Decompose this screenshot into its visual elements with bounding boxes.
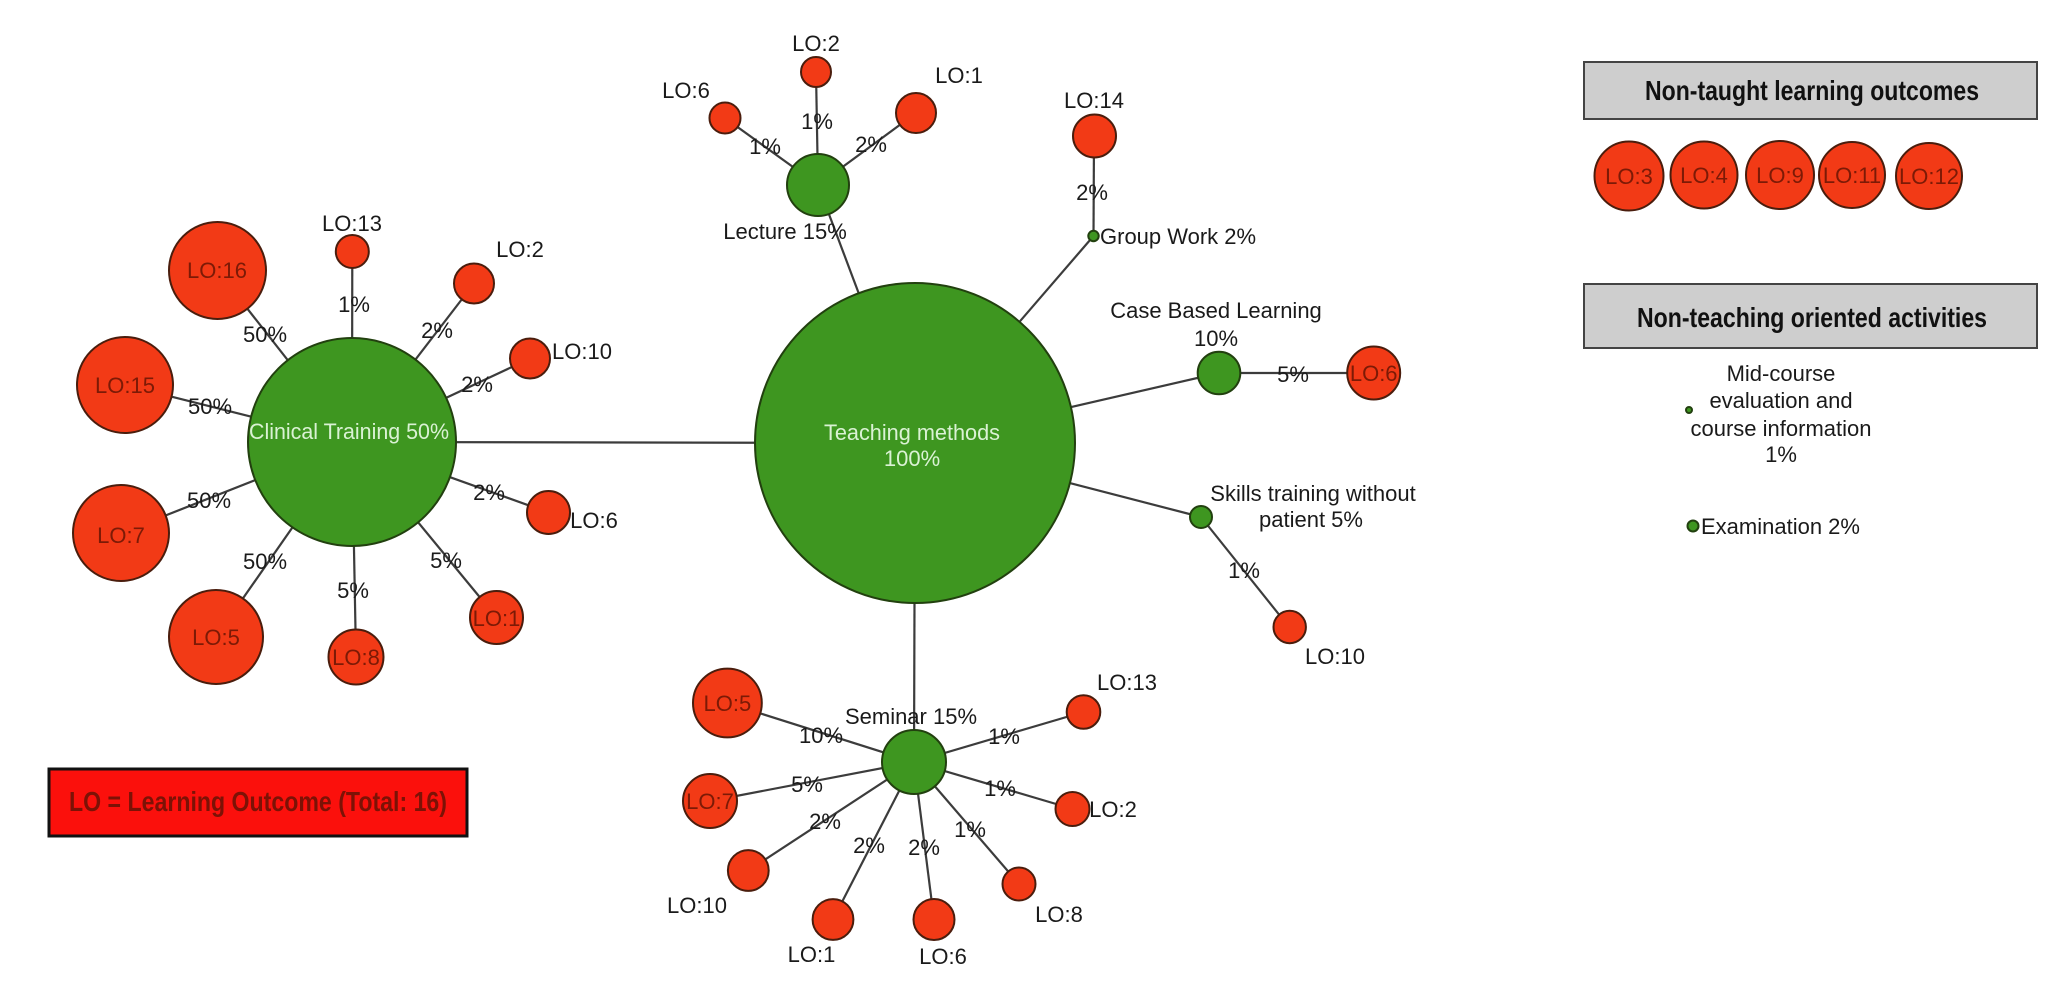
svg-text:patient 5%: patient 5% [1259,507,1363,532]
svg-text:LO:7: LO:7 [97,523,145,548]
svg-text:2%: 2% [473,480,505,505]
svg-text:LO = Learning Outcome (Total:: LO = Learning Outcome (Total: 16) [69,786,447,817]
svg-text:LO:13: LO:13 [1097,670,1157,695]
svg-text:LO:10: LO:10 [667,893,727,918]
svg-text:1%: 1% [954,817,986,842]
svg-text:2%: 2% [809,809,841,834]
svg-text:5%: 5% [1277,362,1309,387]
svg-text:100%: 100% [884,446,940,471]
svg-text:LO:5: LO:5 [704,691,752,716]
svg-text:Group Work 2%: Group Work 2% [1100,224,1256,249]
svg-text:Case Based Learning: Case Based Learning [1110,298,1322,323]
svg-text:LO:1: LO:1 [473,606,521,631]
svg-text:LO:6: LO:6 [919,944,967,969]
svg-text:50%: 50% [243,549,287,574]
svg-text:LO:4: LO:4 [1680,163,1728,188]
svg-text:LO:13: LO:13 [322,211,382,236]
svg-text:LO:6: LO:6 [662,78,710,103]
svg-text:50%: 50% [187,488,231,513]
svg-text:1%: 1% [1765,442,1797,467]
svg-text:Seminar 15%: Seminar 15% [845,704,977,729]
svg-text:1%: 1% [1228,558,1260,583]
svg-text:10%: 10% [799,723,843,748]
svg-text:2%: 2% [853,833,885,858]
svg-text:Mid-course: Mid-course [1727,361,1836,386]
svg-text:evaluation and: evaluation and [1709,388,1852,413]
svg-text:50%: 50% [188,394,232,419]
svg-text:LO:15: LO:15 [95,373,155,398]
svg-text:Examination 2%: Examination 2% [1701,514,1860,539]
svg-text:LO:1: LO:1 [935,63,983,88]
svg-text:LO:1: LO:1 [788,942,836,967]
svg-text:LO:6: LO:6 [1350,361,1398,386]
svg-text:5%: 5% [791,772,823,797]
svg-text:1%: 1% [988,724,1020,749]
svg-text:LO:14: LO:14 [1064,88,1124,113]
svg-text:Clinical Training 50%: Clinical Training 50% [249,419,449,444]
svg-text:10%: 10% [1194,326,1238,351]
svg-text:2%: 2% [1076,180,1108,205]
svg-text:LO:7: LO:7 [686,789,734,814]
svg-text:LO:12: LO:12 [1899,164,1959,189]
svg-text:1%: 1% [749,134,781,159]
svg-text:course information: course information [1691,416,1872,441]
svg-text:5%: 5% [430,548,462,573]
svg-text:Skills training without: Skills training without [1210,481,1415,506]
svg-text:LO:9: LO:9 [1756,163,1804,188]
svg-text:1%: 1% [984,776,1016,801]
svg-text:1%: 1% [801,109,833,134]
svg-text:LO:16: LO:16 [187,258,247,283]
svg-text:LO:2: LO:2 [792,31,840,56]
svg-text:2%: 2% [855,132,887,157]
svg-text:LO:5: LO:5 [192,625,240,650]
svg-text:2%: 2% [908,835,940,860]
svg-text:1%: 1% [338,292,370,317]
svg-text:LO:8: LO:8 [1035,902,1083,927]
svg-text:Non-teaching oriented activiti: Non-teaching oriented activities [1637,302,1987,333]
svg-text:LO:10: LO:10 [552,339,612,364]
svg-text:LO:2: LO:2 [1089,797,1137,822]
svg-text:LO:6: LO:6 [570,508,618,533]
svg-text:Lecture 15%: Lecture 15% [723,219,847,244]
svg-text:LO:11: LO:11 [1823,163,1881,188]
svg-text:5%: 5% [337,578,369,603]
svg-text:50%: 50% [243,322,287,347]
svg-text:LO:8: LO:8 [332,645,380,670]
svg-text:LO:10: LO:10 [1305,644,1365,669]
svg-text:Non-taught learning outcomes: Non-taught learning outcomes [1645,75,1979,106]
svg-text:Teaching methods: Teaching methods [824,420,1000,445]
svg-text:2%: 2% [461,372,493,397]
svg-text:2%: 2% [421,318,453,343]
svg-text:LO:2: LO:2 [496,237,544,262]
svg-text:LO:3: LO:3 [1605,164,1653,189]
